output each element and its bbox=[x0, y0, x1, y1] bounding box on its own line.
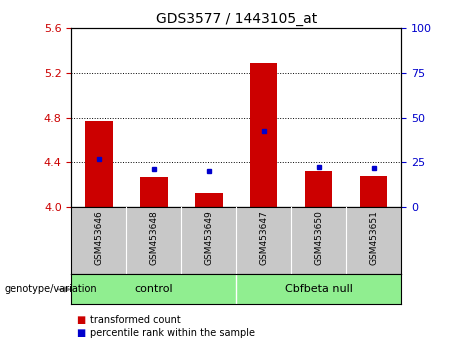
Text: GSM453651: GSM453651 bbox=[369, 210, 378, 266]
Bar bbox=[140, 177, 168, 207]
Text: ■: ■ bbox=[76, 315, 85, 325]
Bar bbox=[305, 171, 332, 207]
Text: transformed count: transformed count bbox=[90, 315, 181, 325]
Text: GSM453647: GSM453647 bbox=[259, 210, 268, 265]
Bar bbox=[250, 63, 278, 207]
Text: genotype/variation: genotype/variation bbox=[5, 284, 97, 295]
Bar bbox=[85, 121, 112, 207]
Text: control: control bbox=[135, 284, 173, 295]
Text: ■: ■ bbox=[76, 328, 85, 338]
Bar bbox=[195, 193, 223, 207]
Text: GSM453650: GSM453650 bbox=[314, 210, 323, 266]
Text: GSM453646: GSM453646 bbox=[95, 210, 103, 265]
Title: GDS3577 / 1443105_at: GDS3577 / 1443105_at bbox=[156, 12, 317, 26]
Text: percentile rank within the sample: percentile rank within the sample bbox=[90, 328, 255, 338]
Text: GSM453648: GSM453648 bbox=[149, 210, 159, 265]
Bar bbox=[360, 176, 387, 207]
Text: Cbfbeta null: Cbfbeta null bbox=[285, 284, 353, 295]
Text: GSM453649: GSM453649 bbox=[204, 210, 213, 265]
